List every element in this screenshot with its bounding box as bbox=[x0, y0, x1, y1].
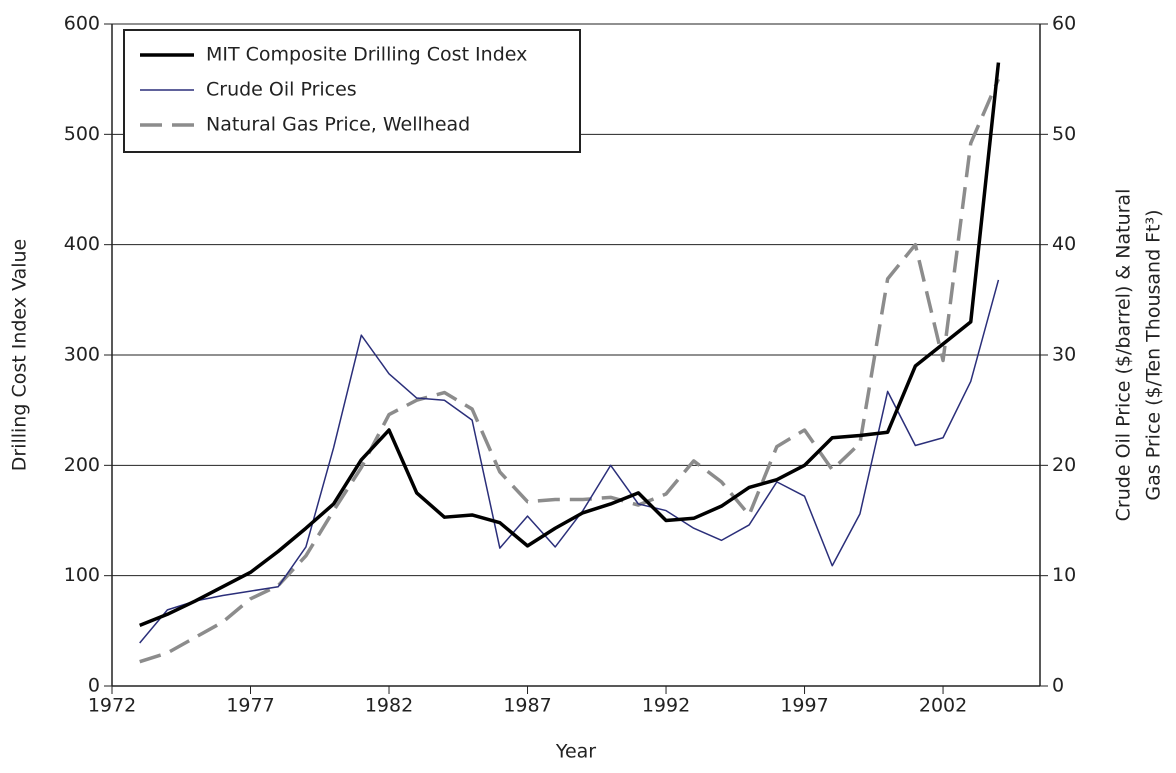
y-axis-label: Drilling Cost Index Value bbox=[9, 239, 31, 472]
x-tick-label: 1982 bbox=[365, 695, 413, 717]
x-axis-label: Year bbox=[555, 741, 596, 763]
y2-tick-label: 0 bbox=[1052, 675, 1064, 697]
series-line bbox=[139, 279, 1000, 644]
y2-tick-label: 10 bbox=[1052, 564, 1076, 586]
series-line bbox=[139, 62, 1001, 627]
legend-label: Crude Oil Prices bbox=[206, 79, 357, 101]
y-tick-label: 500 bbox=[64, 123, 100, 145]
y2-axis-label: Gas Price ($/Ten Thousand Ft³) bbox=[1143, 209, 1165, 500]
y2-tick-label: 40 bbox=[1052, 233, 1076, 255]
y2-tick-label: 50 bbox=[1052, 123, 1076, 145]
y-tick-label: 100 bbox=[64, 564, 100, 586]
y2-tick-label: 60 bbox=[1052, 13, 1076, 35]
y-tick-label: 200 bbox=[64, 454, 100, 476]
y-tick-label: 400 bbox=[64, 233, 100, 255]
legend-box bbox=[123, 29, 581, 153]
x-tick-label: 1977 bbox=[226, 695, 274, 717]
x-tick-label: 1972 bbox=[88, 695, 136, 717]
y-tick-label: 300 bbox=[64, 344, 100, 366]
series-line bbox=[139, 78, 1001, 664]
x-tick-label: 1987 bbox=[503, 695, 551, 717]
y-tick-label: 600 bbox=[64, 13, 100, 35]
y2-axis-label: Crude Oil Price ($/barrel) & Natural bbox=[1113, 189, 1135, 522]
x-tick-label: 1992 bbox=[642, 695, 690, 717]
y2-tick-label: 20 bbox=[1052, 454, 1076, 476]
legend-label: Natural Gas Price, Wellhead bbox=[206, 114, 470, 136]
y-tick-label: 0 bbox=[88, 675, 100, 697]
x-tick-label: 2002 bbox=[919, 695, 967, 717]
legend-label: MIT Composite Drilling Cost Index bbox=[206, 44, 527, 66]
x-tick-label: 1997 bbox=[780, 695, 828, 717]
y2-tick-label: 30 bbox=[1052, 344, 1076, 366]
